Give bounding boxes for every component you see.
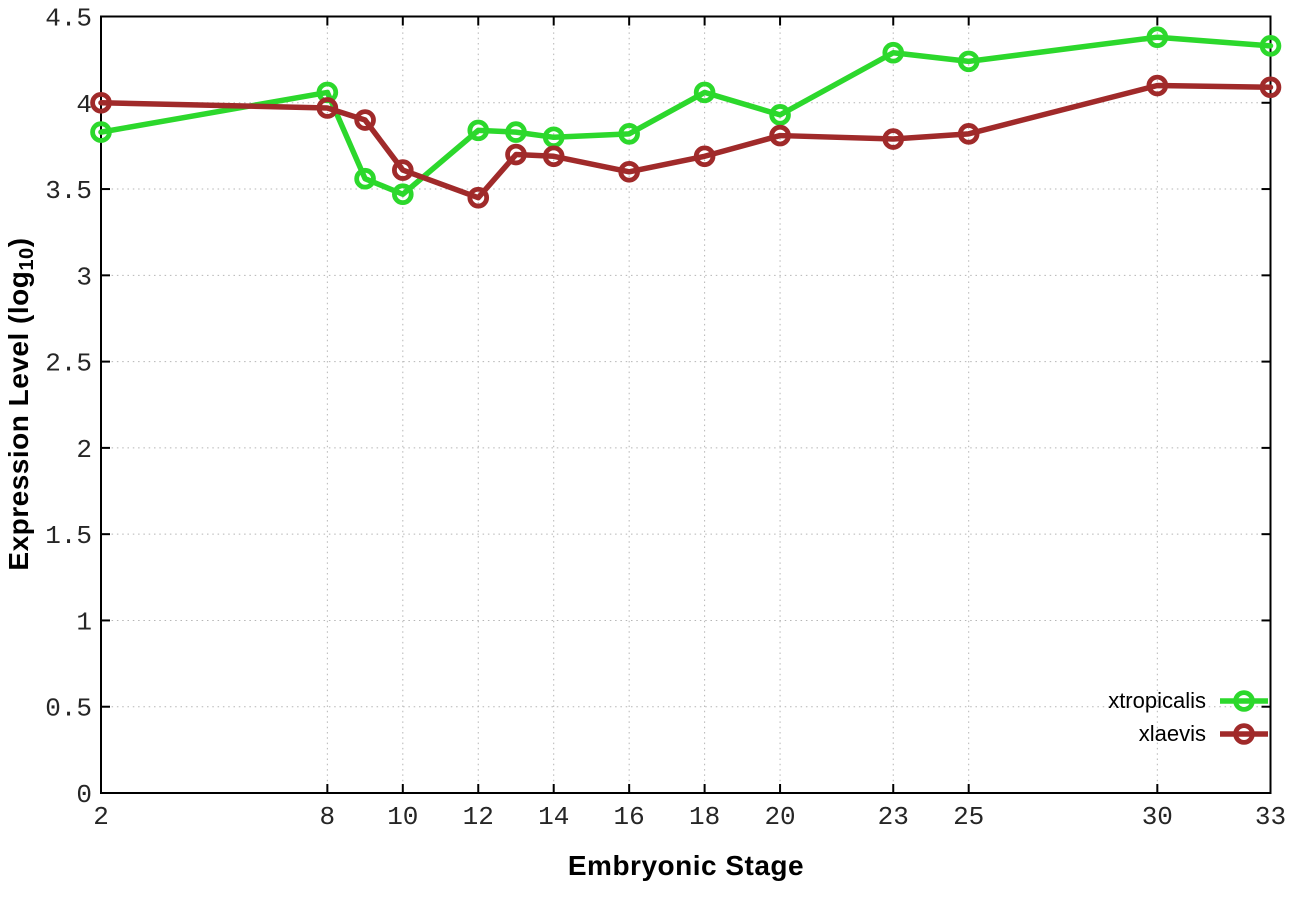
x-tick-label: 30: [1142, 802, 1173, 832]
x-tick-label: 23: [878, 802, 909, 832]
x-tick-label: 25: [953, 802, 984, 832]
data-point-xlaevis: [542, 145, 565, 168]
legend-label-xlaevis: xlaevis: [1138, 720, 1206, 746]
x-tick-label: 12: [463, 802, 494, 832]
data-point-xtropicalis: [392, 183, 414, 206]
data-point-xlaevis: [618, 161, 640, 183]
legend-marker-xtropicalis: [1220, 689, 1268, 712]
data-point-xtropicalis: [505, 121, 527, 143]
y-tick-label: 0.5: [45, 694, 92, 724]
plot-border: [100, 15, 1272, 794]
legend-marker-xlaevis: [1220, 722, 1268, 745]
legend-label-xtropicalis: xtropicalis: [1108, 687, 1206, 713]
y-tick-label: 2: [76, 435, 92, 465]
data-point-xtropicalis: [693, 81, 716, 104]
y-tick-label: 3.5: [45, 176, 92, 206]
y-tick-label: 0: [76, 780, 92, 810]
y-tick-label: 1.5: [45, 521, 92, 551]
x-tick-label: 10: [387, 802, 418, 832]
y-tick-label: 2.5: [45, 349, 92, 379]
x-tick-label: 16: [614, 802, 645, 832]
data-point-xlaevis: [505, 143, 527, 166]
y-tick-label: 4: [76, 90, 92, 120]
y-axis-title-subscript: 10: [16, 247, 39, 271]
data-point-xtropicalis: [1146, 26, 1169, 49]
data-point-xlaevis: [769, 124, 791, 147]
legend-entry-xtropicalis: xtropicalis: [1108, 684, 1270, 717]
data-point-xlaevis: [957, 123, 980, 145]
data-point-xlaevis: [882, 128, 905, 150]
y-axis-title-close: ): [2, 237, 34, 248]
data-point-xtropicalis: [618, 123, 640, 145]
data-point-xlaevis: [354, 109, 376, 131]
data-point-xtropicalis: [90, 121, 112, 143]
x-tick-label: 2: [93, 802, 109, 832]
data-point-xlaevis: [392, 159, 414, 181]
legend-sample-marker: [1233, 689, 1255, 712]
x-tick-label: 18: [689, 802, 720, 832]
data-point-xlaevis: [1259, 76, 1282, 99]
data-point-xtropicalis: [354, 167, 376, 190]
legend-sample-marker: [1233, 722, 1255, 745]
y-axis-title-text: Expression Level (log: [2, 270, 34, 571]
legend: xtropicalis xlaevis: [1108, 684, 1270, 750]
y-tick-label: 1: [76, 607, 92, 637]
data-point-xlaevis: [467, 186, 490, 209]
data-point-xtropicalis: [957, 50, 980, 73]
x-tick-label: 20: [764, 802, 795, 832]
x-tick-label: 14: [538, 802, 569, 832]
legend-entry-xlaevis: xlaevis: [1139, 717, 1270, 750]
y-tick-label: 4.5: [45, 4, 92, 34]
x-tick-label: 8: [320, 802, 336, 832]
data-point-xlaevis: [1146, 74, 1169, 97]
data-point-xlaevis: [90, 91, 112, 114]
x-tick-label: 33: [1255, 802, 1286, 832]
data-point-xtropicalis: [769, 104, 791, 126]
data-point-xlaevis: [316, 97, 339, 119]
data-point-xtropicalis: [1259, 35, 1282, 57]
y-tick-label: 3: [76, 262, 92, 292]
data-point-xlaevis: [693, 145, 716, 168]
data-point-xtropicalis: [467, 119, 490, 142]
y-axis-title: Expression Level (log10): [3, 237, 39, 570]
series-line-xtropicalis: [98, 34, 1274, 197]
data-point-xtropicalis: [882, 41, 905, 64]
x-axis-title: Embryonic Stage: [567, 850, 805, 881]
